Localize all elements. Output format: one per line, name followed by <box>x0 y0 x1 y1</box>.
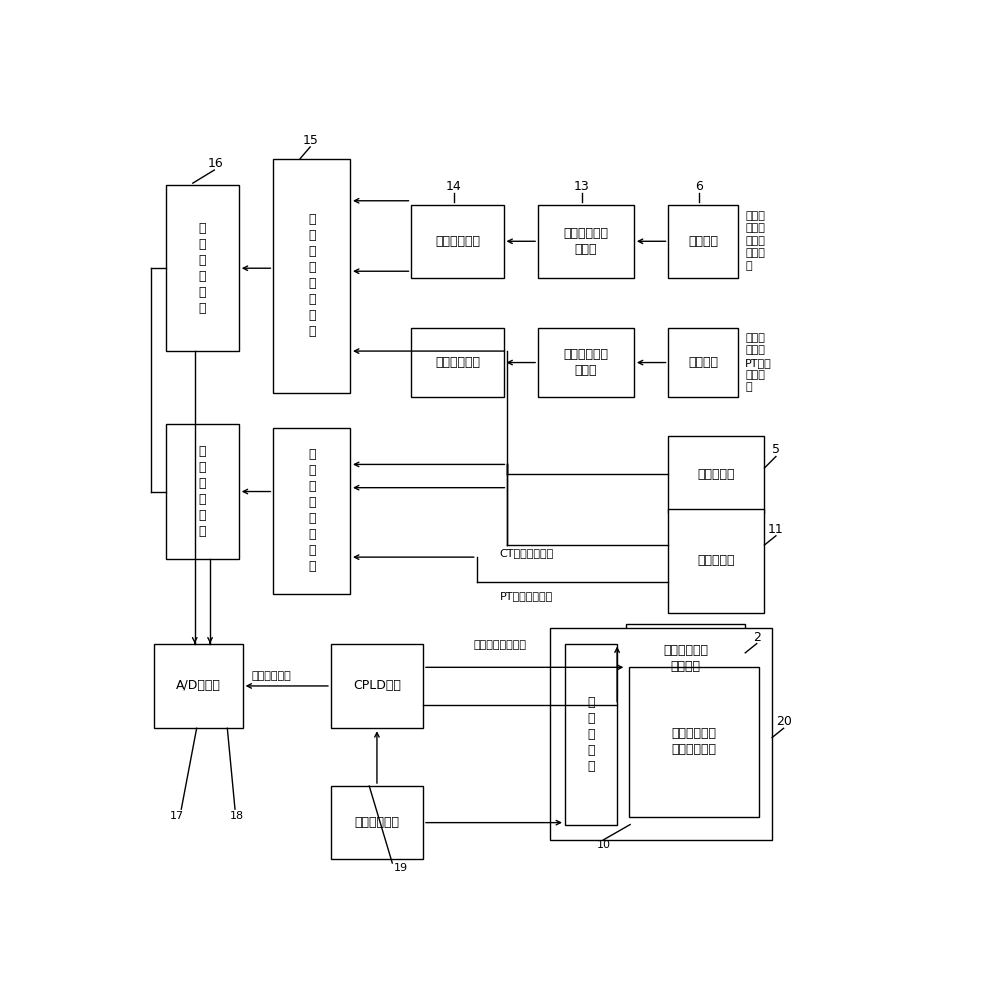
Text: 电阻分压电路: 电阻分压电路 <box>435 235 480 248</box>
Text: 2: 2 <box>752 631 760 644</box>
Text: 功
能
选
择
继
电
器
组: 功 能 选 择 继 电 器 组 <box>308 213 316 338</box>
Text: 18: 18 <box>230 811 244 821</box>
Text: 13: 13 <box>574 180 590 193</box>
Bar <box>668 509 764 613</box>
Text: 第一至
第四路
电表端
电压信
号: 第一至 第四路 电表端 电压信 号 <box>745 211 765 271</box>
Text: 程
控
运
放
电
路: 程 控 运 放 电 路 <box>199 222 206 315</box>
Bar <box>166 424 239 559</box>
Bar <box>273 428 350 594</box>
Text: 标准电能脉冲
误差计算模块: 标准电能脉冲 误差计算模块 <box>671 727 717 756</box>
Text: 程
控
运
放
电
路: 程 控 运 放 电 路 <box>199 445 206 538</box>
Bar <box>166 185 239 351</box>
Text: 标准电能脉冲
输出端子: 标准电能脉冲 输出端子 <box>663 645 708 674</box>
Text: 19: 19 <box>394 863 408 873</box>
Text: 功
能
选
择
继
电
器
组: 功 能 选 择 继 电 器 组 <box>308 448 316 573</box>
Bar <box>412 205 504 278</box>
Text: PT负荷电流信号: PT负荷电流信号 <box>500 591 553 601</box>
Bar <box>627 624 745 694</box>
Bar <box>629 667 759 817</box>
Bar <box>668 328 738 397</box>
Bar <box>668 436 764 513</box>
Text: 15: 15 <box>302 134 318 147</box>
Text: 负荷取样卡: 负荷取样卡 <box>698 554 736 567</box>
Bar <box>412 328 504 397</box>
Bar <box>273 158 350 393</box>
Bar <box>539 328 634 397</box>
Bar <box>331 644 423 728</box>
Text: 误
差
计
算
卡: 误 差 计 算 卡 <box>587 696 595 773</box>
Bar <box>154 644 243 728</box>
Bar <box>565 644 617 825</box>
Text: 第一至
第四路
PT二次
电压信
号: 第一至 第四路 PT二次 电压信 号 <box>745 333 772 392</box>
Text: 20: 20 <box>775 715 792 728</box>
Text: CT负荷电压信号: CT负荷电压信号 <box>500 548 554 558</box>
Text: 14: 14 <box>446 180 461 193</box>
Text: 5: 5 <box>772 443 780 456</box>
Text: 11: 11 <box>768 523 784 536</box>
Text: 采样时序信号: 采样时序信号 <box>251 671 291 681</box>
Text: 电压通道切换
继电器: 电压通道切换 继电器 <box>563 348 609 377</box>
Bar <box>549 628 772 840</box>
Text: 输入端子: 输入端子 <box>688 235 718 248</box>
Text: 16: 16 <box>208 157 224 170</box>
Text: 第一微处理器: 第一微处理器 <box>354 816 399 829</box>
Text: 电阻分压电路: 电阻分压电路 <box>435 356 480 369</box>
Text: 电流输入卡: 电流输入卡 <box>698 468 736 481</box>
Text: A/D转换器: A/D转换器 <box>176 679 221 692</box>
Bar <box>539 205 634 278</box>
Bar <box>331 786 423 859</box>
Text: 6: 6 <box>695 180 703 193</box>
Bar <box>668 205 738 278</box>
Text: 10: 10 <box>597 840 611 850</box>
Text: CPLD模块: CPLD模块 <box>353 679 401 692</box>
Text: 17: 17 <box>170 811 184 821</box>
Text: 输入端子: 输入端子 <box>688 356 718 369</box>
Text: 标准电能脉冲信号: 标准电能脉冲信号 <box>473 640 527 650</box>
Text: 电压通道切换
继电器: 电压通道切换 继电器 <box>563 227 609 256</box>
